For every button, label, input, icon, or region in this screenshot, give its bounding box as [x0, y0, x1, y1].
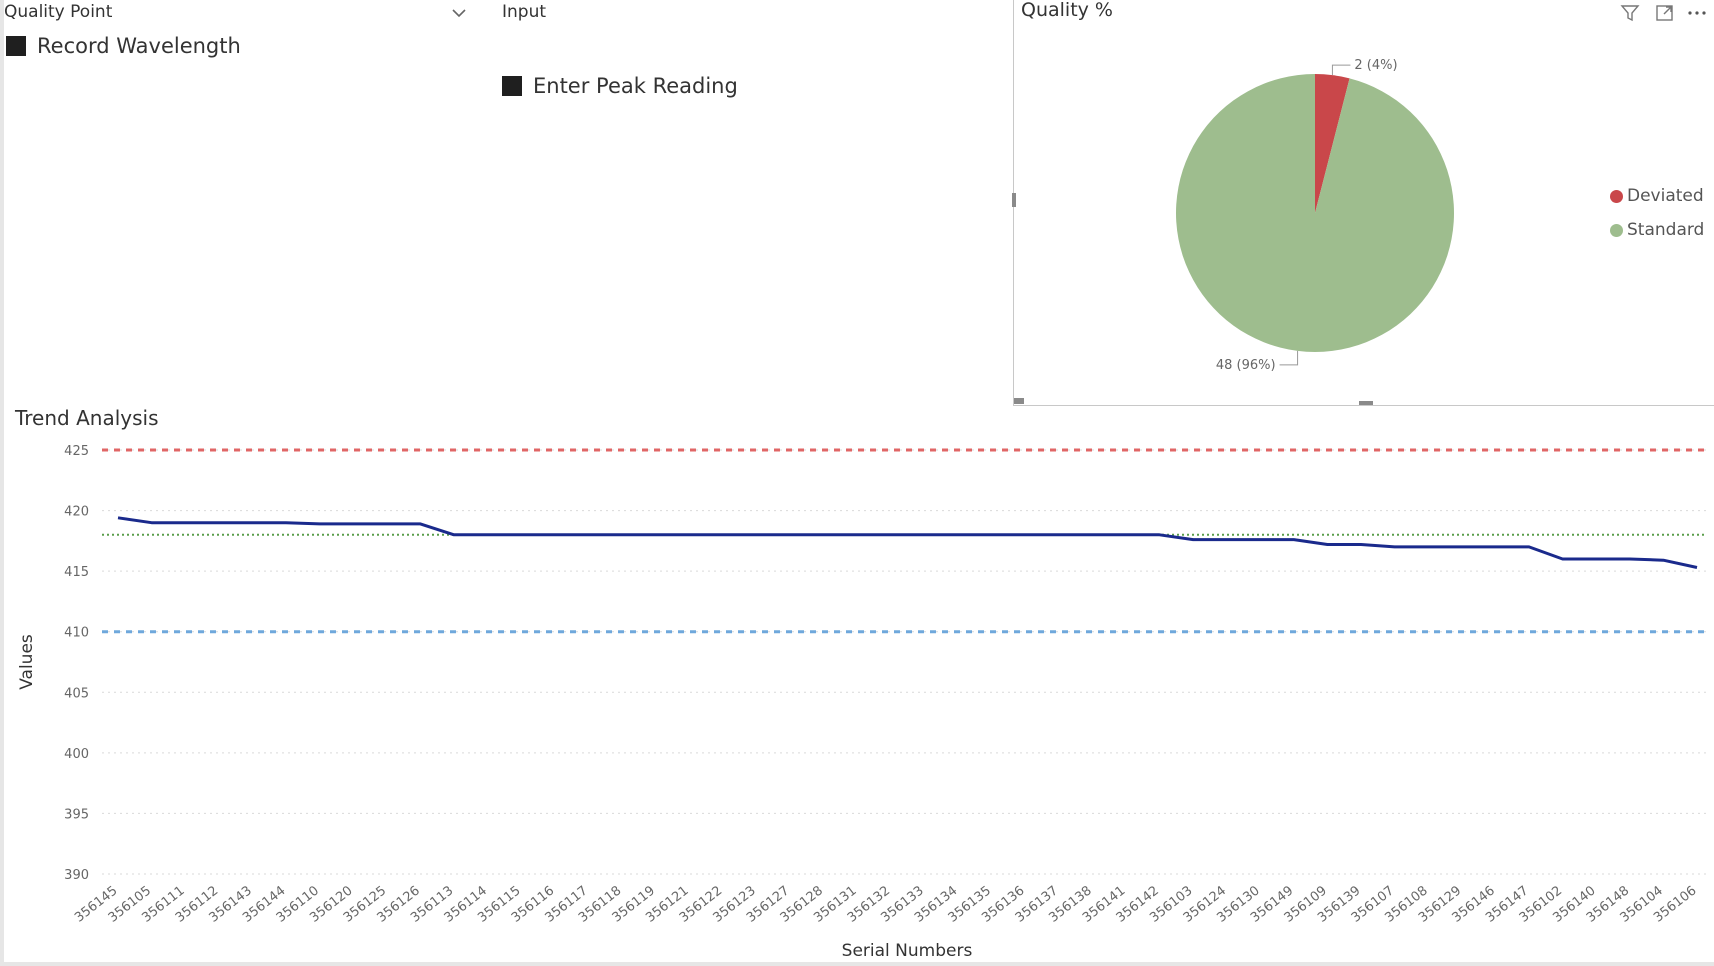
focus-mode-icon[interactable] — [1654, 2, 1676, 24]
quality-point-slicer: Quality Point Record Wavelength — [0, 0, 470, 120]
pie-data-label-deviated: 2 (4%) — [1354, 58, 1397, 73]
y-tick-label: 405 — [64, 686, 89, 701]
series-line[interactable] — [117, 516, 1698, 569]
resize-handle-bottom[interactable] — [1359, 401, 1373, 405]
trend-title: Trend Analysis — [15, 406, 159, 430]
slicer-item-label: Enter Peak Reading — [533, 74, 738, 98]
y-tick-label: 420 — [64, 505, 89, 520]
legend-item-deviated[interactable]: Deviated — [1610, 186, 1704, 206]
resize-handle-left[interactable] — [1012, 193, 1016, 207]
window-left-edge — [0, 0, 4, 966]
chevron-down-icon[interactable] — [448, 2, 470, 24]
y-tick-label: 425 — [64, 444, 89, 459]
legend-marker-icon — [1610, 189, 1623, 203]
legend-marker-icon — [1610, 223, 1623, 237]
legend-label: Standard — [1627, 220, 1705, 240]
checkbox-checked-icon[interactable] — [6, 36, 26, 56]
pie-slice-deviated[interactable] — [1315, 74, 1350, 213]
slicer-item-enter-peak-reading[interactable]: Enter Peak Reading — [502, 74, 738, 98]
slicer-title: Quality Point — [4, 2, 113, 22]
y-tick-label: 400 — [64, 747, 89, 762]
pie-data-label-standard: 48 (96%) — [1216, 358, 1276, 373]
filter-icon[interactable] — [1619, 2, 1641, 24]
pie-slice-standard[interactable] — [1176, 74, 1454, 353]
slicer-title: Input — [502, 2, 547, 22]
y-tick-label: 395 — [64, 807, 89, 822]
slicer-item-record-wavelength[interactable]: Record Wavelength — [6, 34, 241, 58]
pie-chart: 2 (4%) 48 (96%) — [1176, 58, 1454, 373]
window-bottom-edge — [0, 962, 1714, 966]
x-axis-title: Serial Numbers — [842, 941, 973, 961]
pie-legend: Deviated Standard — [1610, 186, 1704, 240]
y-tick-label: 415 — [64, 565, 89, 580]
quality-pie-visual[interactable]: Quality % 2 (4%) 48 (96%) Deviated Stand… — [1012, 0, 1714, 406]
input-slicer: Input Enter Peak Reading — [492, 0, 992, 120]
slicer-item-label: Record Wavelength — [37, 34, 241, 58]
resize-handle-corner[interactable] — [1014, 398, 1024, 404]
checkbox-checked-icon[interactable] — [502, 76, 522, 96]
y-axis-title: Values — [17, 634, 37, 690]
pie-title: Quality % — [1021, 0, 1113, 21]
legend-label: Deviated — [1627, 186, 1704, 206]
y-tick-label: 410 — [64, 626, 89, 641]
legend-item-standard[interactable]: Standard — [1610, 220, 1704, 240]
y-tick-label: 390 — [64, 868, 89, 883]
more-options-icon[interactable] — [1686, 2, 1708, 24]
